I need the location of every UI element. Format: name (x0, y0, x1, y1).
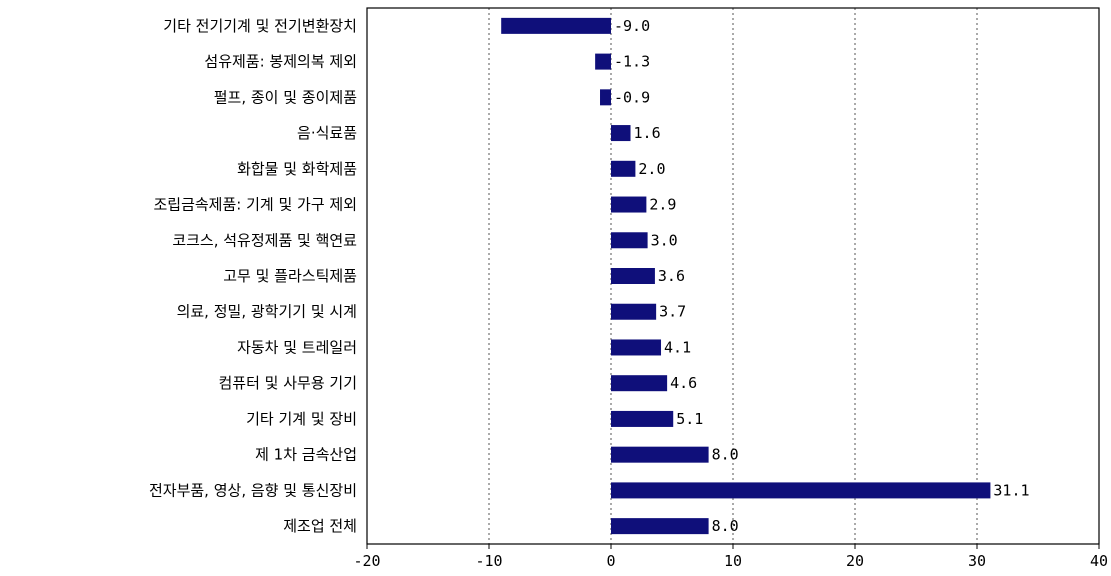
data-label: 8.0 (712, 517, 739, 535)
bar (611, 125, 631, 142)
data-label: -1.3 (614, 53, 650, 71)
value-labels: -9.0 -1.3 -0.9 1.6 2.0 2.9 3.0 3.6 3.7 4.1 4.6 5.1 8… (614, 17, 1030, 535)
bar (611, 232, 648, 249)
x-tick-label: 40 (1090, 552, 1108, 570)
x-tick-label: 0 (606, 552, 615, 570)
data-label: 3.7 (659, 303, 686, 321)
bars (501, 17, 991, 535)
bar (611, 303, 657, 320)
category-label: 기타 전기기계 및 전기변환장치 (163, 17, 357, 35)
category-label: 펄프, 종이 및 종이제품 (214, 88, 357, 106)
category-label: 의료, 정밀, 광학기기 및 시계 (177, 303, 357, 321)
x-axis-ticks: -20 -10 0 10 20 30 40 (353, 544, 1108, 570)
data-label: 2.0 (638, 160, 665, 178)
bar (611, 339, 662, 356)
x-tick-label: 10 (724, 552, 742, 570)
x-tick-label: 30 (968, 552, 986, 570)
x-tick-label: -10 (475, 552, 502, 570)
bar (595, 53, 611, 70)
data-label: 3.0 (651, 231, 678, 249)
bar (611, 268, 655, 284)
data-label: 8.0 (712, 446, 739, 464)
data-label: 31.1 (993, 481, 1029, 499)
data-label: -9.0 (614, 17, 650, 35)
category-label: 조립금속제품: 기계 및 가구 제외 (153, 196, 357, 214)
data-label: 1.6 (634, 124, 661, 142)
category-label: 음·식료품 (297, 124, 357, 142)
category-label: 고무 및 플라스틱제품 (223, 267, 357, 285)
category-label: 코크스, 석유정제품 및 핵연료 (172, 231, 357, 249)
data-label: 4.1 (664, 338, 691, 356)
bar (611, 196, 647, 213)
category-label: 화합물 및 화학제품 (237, 160, 357, 178)
category-label: 제 1차 금속산업 (255, 446, 357, 464)
category-label: 전자부품, 영상, 음향 및 통신장비 (149, 481, 357, 499)
bar (611, 518, 709, 535)
bar (611, 446, 709, 463)
category-label: 기타 기계 및 장비 (246, 410, 357, 428)
data-label: 4.6 (670, 374, 697, 392)
bar (501, 17, 611, 34)
category-label: 제조업 전체 (283, 517, 357, 535)
data-label: 3.6 (658, 267, 685, 285)
bar (611, 160, 636, 177)
x-tick-label: -20 (353, 552, 380, 570)
category-label: 섬유제품: 봉제의복 제외 (204, 53, 357, 71)
bar (600, 89, 611, 106)
category-label: 컴퓨터 및 사무용 기기 (218, 374, 357, 392)
bar (611, 410, 674, 427)
x-tick-label: 20 (846, 552, 864, 570)
data-label: 2.9 (649, 196, 676, 214)
data-label: -0.9 (614, 88, 650, 106)
bar (611, 482, 991, 499)
data-label: 5.1 (676, 410, 703, 428)
category-label: 자동차 및 트레일러 (237, 338, 357, 356)
bar (611, 375, 668, 392)
